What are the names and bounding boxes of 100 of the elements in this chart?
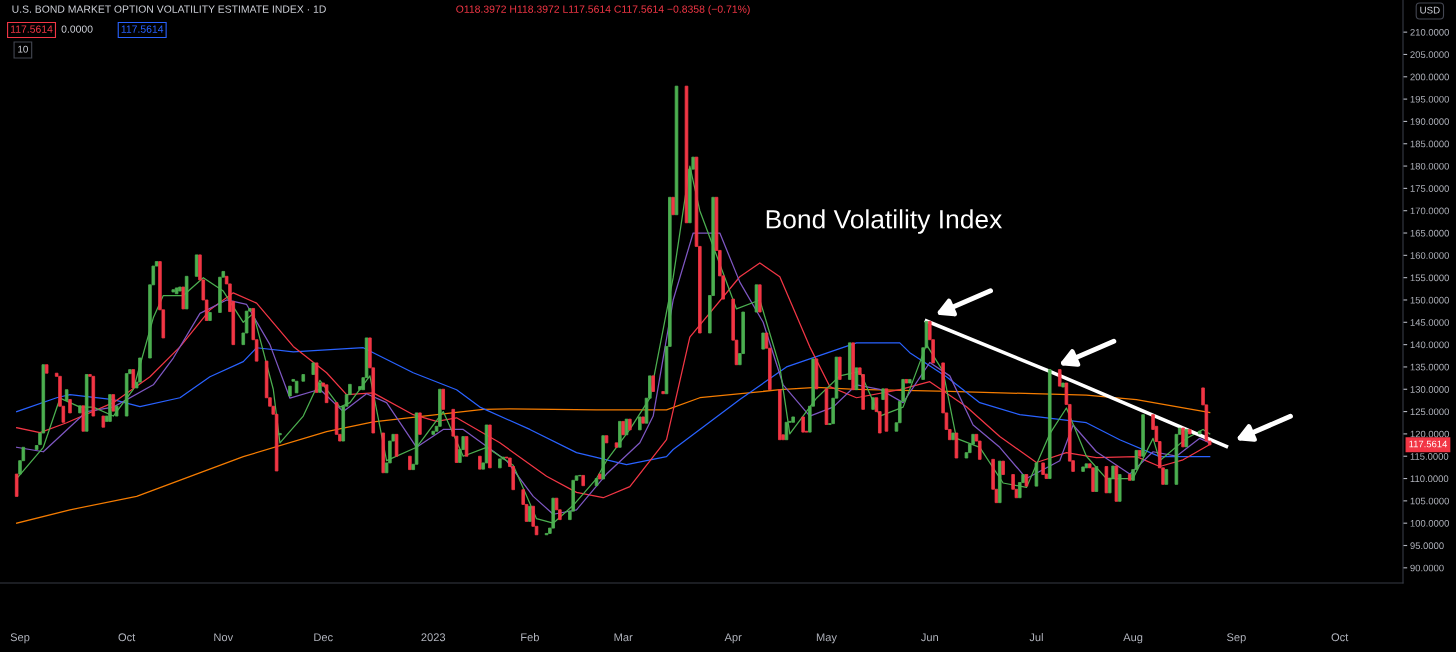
candlestick	[651, 375, 655, 392]
candlestick	[91, 375, 96, 417]
y-tick-label: 100.0000	[1410, 520, 1449, 527]
candlestick	[1024, 474, 1029, 487]
y-tick-label: 90.0000	[1410, 564, 1444, 572]
candlestick	[498, 458, 502, 469]
candlestick	[824, 388, 829, 425]
y-tick-label: 145.0000	[1410, 319, 1449, 326]
y-tick-label: 170.0000	[1410, 207, 1449, 215]
candlestick	[288, 385, 292, 397]
candlestick	[181, 286, 186, 310]
candlestick	[758, 284, 762, 313]
y-tick-label: 190.0000	[1410, 118, 1449, 125]
x-tick-label: Jul	[1029, 633, 1043, 642]
text: Bond Volatility Index	[766, 209, 1003, 234]
annotation: O118.3972 H118.3972 L117.5614 C117.5614 −0.8358 (−0.71%)	[456, 5, 750, 15]
candlestick	[14, 473, 19, 497]
candlestick	[801, 416, 805, 433]
candlestick	[601, 435, 605, 480]
candlestick	[1048, 369, 1052, 479]
x-tick-label: Aug	[1123, 633, 1143, 644]
candlestick	[208, 312, 212, 321]
x-tick-label: Apr	[724, 633, 742, 644]
annotation: 117.5614	[10, 25, 53, 33]
y-tick-label: 125.0000	[1410, 408, 1449, 416]
candlestick	[311, 362, 316, 375]
candlestick	[618, 420, 622, 448]
candlestick	[324, 384, 329, 404]
y-tick-label: 130.0000	[1410, 386, 1449, 393]
candlestick	[101, 415, 106, 428]
candlestick	[114, 405, 119, 417]
candlestick	[318, 382, 322, 393]
candlestick	[44, 364, 49, 374]
y-tick-label: 210.0000	[1410, 28, 1449, 36]
candlestick	[951, 432, 955, 441]
x-tick-label: Dec	[314, 633, 333, 642]
candlestick	[171, 289, 176, 293]
candlestick	[1034, 462, 1039, 487]
candlestick	[598, 473, 602, 480]
candlestick	[851, 342, 855, 391]
x-tick-label: Feb	[521, 633, 539, 642]
candlestick	[638, 416, 642, 431]
candlestick	[908, 379, 912, 384]
candlestick	[1041, 462, 1045, 475]
candlestick	[1061, 382, 1065, 388]
candlestick	[1084, 463, 1089, 469]
chart-title: U.S. BOND MARKET OPTION VOLATILITY ESTIMATE INDEX · 1D	[12, 5, 326, 13]
candlestick	[64, 389, 69, 401]
line-series	[16, 232, 1211, 515]
text: USD	[1420, 6, 1440, 14]
candlestick	[381, 432, 385, 474]
y-tick-label: 95.0000	[1410, 542, 1444, 550]
x-tick-label: Oct	[1331, 633, 1349, 642]
candlestick	[661, 391, 665, 395]
candlestick	[111, 394, 116, 412]
text: 117.5614	[1409, 440, 1448, 448]
candlestick	[1187, 429, 1192, 435]
candlestick	[314, 362, 319, 393]
candlestick	[1081, 466, 1085, 472]
candlestick	[294, 380, 299, 394]
x-tick-label: Jun	[921, 633, 939, 642]
candlestick	[624, 418, 629, 436]
candlestick	[954, 432, 959, 459]
candlestick	[814, 358, 819, 390]
candlestick	[871, 397, 875, 410]
candlestick	[464, 436, 469, 457]
candlestick	[791, 416, 795, 423]
candlestick	[904, 379, 909, 384]
candlestick	[301, 374, 306, 382]
candlestick	[881, 388, 885, 400]
candlestick	[131, 369, 136, 389]
candlestick	[68, 399, 72, 414]
candlestick	[628, 418, 632, 431]
y-tick-label: 140.0000	[1410, 341, 1449, 349]
candlestick	[1104, 466, 1109, 494]
candlestick	[1184, 429, 1189, 448]
candlestick	[1114, 465, 1119, 502]
candlestick	[581, 475, 585, 487]
candlestick	[184, 275, 189, 310]
candlestick	[1117, 474, 1122, 502]
y-tick-label: 175.0000	[1410, 185, 1449, 192]
y-tick-label: 205.0000	[1410, 51, 1449, 58]
y-tick-label: 180.0000	[1410, 162, 1449, 170]
candlestick	[838, 356, 842, 380]
candlestick	[408, 455, 412, 471]
candlestick	[108, 394, 112, 422]
line-series	[16, 386, 1211, 524]
y-tick-label: 195.0000	[1410, 95, 1449, 103]
candlestick	[441, 388, 445, 410]
candlestick	[594, 478, 599, 487]
x-tick-label: Mar	[614, 633, 633, 642]
y-tick-label: 200.0000	[1410, 73, 1449, 81]
y-tick-label: 120.0000	[1410, 430, 1449, 438]
line-series	[16, 342, 1211, 466]
annotation: 10	[18, 45, 28, 53]
y-tick-label: 105.0000	[1410, 497, 1449, 505]
candlestick	[621, 420, 625, 436]
candlestick	[178, 286, 182, 292]
candlestick	[614, 442, 619, 448]
candlestick	[854, 367, 859, 391]
